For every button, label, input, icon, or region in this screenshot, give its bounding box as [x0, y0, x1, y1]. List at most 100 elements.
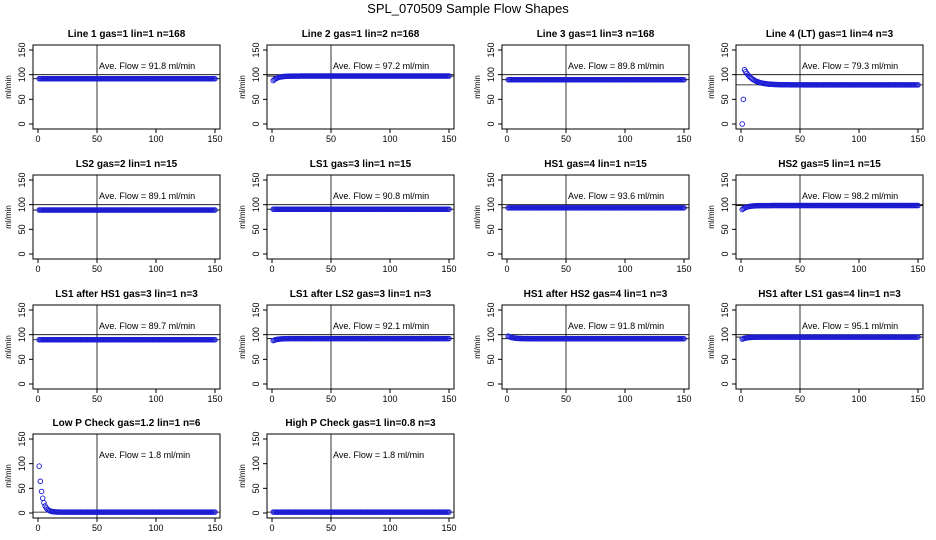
y-axis-label: ml/min [238, 75, 247, 99]
data-point [446, 509, 452, 515]
x-tick-label: 0 [269, 394, 274, 404]
x-tick-label: 50 [795, 134, 805, 144]
data-point [740, 96, 747, 103]
data-point [36, 463, 42, 469]
data-point [739, 121, 745, 127]
average-flow-annotation: Ave. Flow = 97.2 ml/min [333, 61, 429, 71]
y-tick-label: 150 [17, 42, 27, 57]
x-tick-label: 100 [382, 394, 397, 404]
plot-frame [32, 433, 221, 519]
x-tick-label: 150 [207, 394, 222, 404]
data-point [681, 76, 687, 83]
average-flow-annotation: Ave. Flow = 1.8 ml/min [333, 450, 424, 460]
plot-frame [501, 304, 690, 390]
y-tick-label: 0 [720, 121, 730, 126]
data-point [446, 206, 452, 212]
x-tick-label: 100 [148, 523, 163, 533]
panel-8: HS2 gas=5 lin=1 n=15 0 50 100 150 0 50 100 150 ml… [707, 159, 926, 274]
panel-title: Line 4 (LT) gas=1 lin=4 n=3 [766, 29, 894, 40]
x-tick-label: 0 [269, 523, 274, 533]
y-tick-label: 100 [251, 67, 261, 82]
x-tick-label: 150 [441, 134, 456, 144]
y-tick-label: 100 [720, 327, 730, 342]
panel-title: Line 1 gas=1 lin=1 n=168 [68, 29, 186, 40]
y-tick-label: 100 [17, 197, 27, 212]
y-tick-label: 50 [251, 224, 261, 234]
x-tick-label: 150 [207, 264, 222, 274]
average-flow-annotation: Ave. Flow = 79.3 ml/min [802, 61, 898, 71]
x-tick-label: 150 [207, 523, 222, 533]
x-tick-label: 50 [561, 134, 571, 144]
plot-frame [266, 44, 455, 130]
plot-frame [735, 174, 924, 260]
data-point [915, 82, 921, 88]
y-tick-label: 100 [251, 456, 261, 471]
data-point [212, 509, 218, 515]
x-tick-label: 0 [738, 134, 743, 144]
x-tick-label: 100 [382, 523, 397, 533]
y-tick-label: 100 [486, 327, 496, 342]
y-tick-label: 50 [251, 354, 261, 364]
x-tick-label: 100 [851, 134, 866, 144]
x-tick-label: 0 [35, 264, 40, 274]
panel-5: LS2 gas=2 lin=1 n=15 0 50 100 150 0 50 100 150 ml… [4, 159, 223, 274]
x-tick-label: 0 [35, 394, 40, 404]
average-flow-annotation: Ave. Flow = 1.8 ml/min [99, 450, 190, 460]
panel-4: Line 4 (LT) gas=1 lin=4 n=3 0 50 100 150 0 50 1… [707, 29, 926, 144]
panel-9: LS1 after HS1 gas=3 lin=1 n=3 0 50 100 150 0 5… [4, 289, 223, 404]
x-tick-label: 100 [382, 134, 397, 144]
y-tick-label: 100 [720, 67, 730, 82]
y-tick-label: 50 [17, 483, 27, 493]
data-point [39, 495, 46, 502]
data-point [38, 488, 45, 495]
y-tick-label: 150 [486, 172, 496, 187]
x-tick-label: 0 [504, 264, 509, 274]
panel-3: Line 3 gas=1 lin=3 n=168 0 50 100 150 0 50 100 1… [473, 29, 692, 144]
y-tick-label: 50 [720, 94, 730, 104]
y-tick-label: 0 [251, 251, 261, 256]
y-axis-label: ml/min [4, 205, 13, 229]
plot-frame [32, 304, 221, 390]
panel-title: LS1 after HS1 gas=3 lin=1 n=3 [55, 289, 198, 300]
panel-11: HS1 after HS2 gas=4 lin=1 n=3 0 50 100 150 0 5… [473, 289, 692, 404]
y-axis-label: ml/min [4, 75, 13, 99]
y-axis-label: ml/min [707, 75, 716, 99]
average-flow-annotation: Ave. Flow = 89.7 ml/min [99, 321, 195, 331]
y-axis-label: ml/min [707, 335, 716, 359]
average-flow-annotation: Ave. Flow = 89.1 ml/min [99, 191, 195, 201]
panel-title: HS2 gas=5 lin=1 n=15 [778, 159, 881, 170]
y-tick-label: 100 [17, 67, 27, 82]
x-tick-label: 150 [910, 134, 925, 144]
x-tick-label: 0 [504, 394, 509, 404]
x-tick-label: 100 [617, 264, 632, 274]
data-point [681, 205, 687, 211]
panel-title: HS1 after LS1 gas=4 lin=1 n=3 [758, 289, 901, 300]
x-tick-label: 0 [738, 394, 743, 404]
y-tick-label: 150 [720, 172, 730, 187]
x-tick-label: 150 [441, 523, 456, 533]
y-tick-label: 150 [17, 172, 27, 187]
x-tick-label: 150 [441, 264, 456, 274]
y-axis-label: ml/min [473, 205, 482, 229]
y-tick-label: 50 [486, 224, 496, 234]
y-tick-label: 0 [17, 251, 27, 256]
y-tick-label: 50 [720, 354, 730, 364]
x-tick-label: 50 [326, 134, 336, 144]
y-axis-label: ml/min [4, 335, 13, 359]
panel-1: Line 1 gas=1 lin=1 n=168 0 50 100 150 0 50 100 1… [4, 29, 223, 144]
y-tick-label: 0 [251, 381, 261, 386]
plot-frame [32, 174, 221, 260]
y-tick-label: 150 [251, 302, 261, 317]
panel-6: LS1 gas=3 lin=1 n=15 0 50 100 150 0 50 100 150 ml… [238, 159, 457, 274]
panel-title: Line 3 gas=1 lin=3 n=168 [537, 29, 655, 40]
average-flow-annotation: Ave. Flow = 90.8 ml/min [333, 191, 429, 201]
x-tick-label: 50 [92, 264, 102, 274]
y-tick-label: 50 [486, 354, 496, 364]
x-tick-label: 100 [148, 134, 163, 144]
average-flow-annotation: Ave. Flow = 93.6 ml/min [568, 191, 664, 201]
x-tick-label: 150 [910, 264, 925, 274]
x-tick-label: 100 [617, 394, 632, 404]
average-flow-annotation: Ave. Flow = 91.8 ml/min [99, 61, 195, 71]
y-tick-label: 100 [251, 197, 261, 212]
